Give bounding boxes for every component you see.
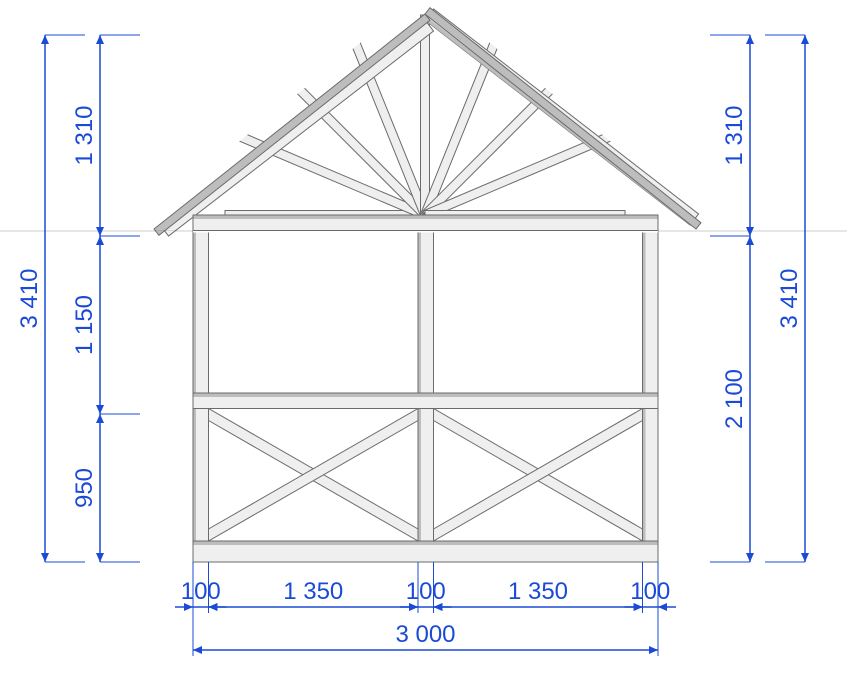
drawing-canvas: 3 410 950 1 150 1 310 3 410 2 100 1 310 3 000 10… — [0, 0, 847, 677]
gazebo-body — [0, 0, 847, 562]
dimension-label: 1 310 — [721, 105, 748, 165]
dimension-label: 100 — [406, 578, 446, 605]
dimension-label: 3 410 — [16, 268, 43, 328]
dimension-label: 3 410 — [776, 268, 803, 328]
dimension-label: 2 100 — [721, 369, 748, 429]
dimension-label: 100 — [181, 578, 221, 605]
dimension-label: 1 350 — [508, 578, 568, 605]
dimension-label: 1 150 — [71, 295, 98, 355]
dimension-label: 950 — [71, 468, 98, 508]
dimension-label: 1 310 — [71, 105, 98, 165]
dimension-label: 100 — [630, 578, 670, 605]
dimension-label: 1 350 — [283, 578, 343, 605]
dimension-label: 3 000 — [395, 621, 455, 648]
